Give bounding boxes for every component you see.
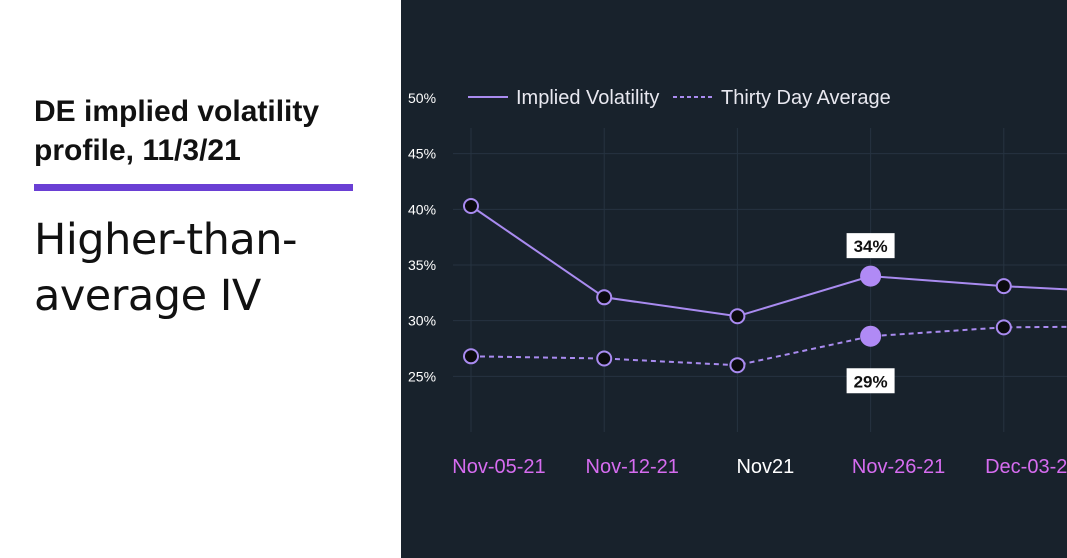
- average-data-point: [995, 319, 1012, 336]
- average-data-point: [596, 350, 613, 367]
- y-tick-label: 45%: [408, 146, 436, 162]
- x-tick-label: Dec-03-21: [985, 456, 1067, 478]
- iv-line-chart: 25% 30% 35% 40% 45% 50% Nov-05-21 Nov-12-21 Nov2…: [408, 87, 1067, 478]
- y-tick-label: 40%: [408, 201, 436, 217]
- average-data-point: [729, 357, 746, 374]
- thirty-day-average-line: [470, 325, 1067, 367]
- iv-data-point: [729, 308, 746, 325]
- accent-bar: [34, 184, 353, 191]
- x-tick-label: Nov-26-21: [852, 456, 945, 478]
- chart-panel: 25% 30% 35% 40% 45% 50% Nov-05-21 Nov-12-21 Nov2…: [401, 0, 1067, 558]
- x-tick-label: Nov-05-21: [452, 456, 545, 478]
- y-tick-label: 30%: [408, 313, 436, 329]
- title-panel: DE implied volatility profile, 11/3/21 H…: [0, 0, 401, 558]
- implied-volatility-line: [470, 205, 1067, 318]
- y-tick-label: 50%: [408, 90, 436, 106]
- average-data-point: [463, 348, 479, 365]
- iv-data-point: [860, 265, 882, 287]
- data-label-box: [846, 368, 895, 394]
- y-tick-label: 35%: [408, 257, 436, 273]
- legend-label: Implied Volatility: [516, 87, 659, 109]
- data-label-box: [846, 233, 895, 259]
- chart-subtitle: Higher-than-average IV: [34, 215, 297, 321]
- y-tick-label: 25%: [408, 368, 436, 384]
- data-label: 34%: [854, 237, 888, 256]
- x-tick-label: Nov-12-21: [586, 456, 679, 478]
- legend-label: Thirty Day Average: [721, 87, 891, 109]
- data-label: 29%: [854, 372, 888, 391]
- iv-data-point: [596, 289, 613, 306]
- chart-title: DE implied volatility profile, 11/3/21: [34, 95, 320, 167]
- average-data-point: [860, 325, 882, 347]
- x-tick-label: Nov21: [736, 456, 794, 478]
- iv-data-point: [463, 197, 479, 214]
- iv-data-point: [995, 278, 1012, 295]
